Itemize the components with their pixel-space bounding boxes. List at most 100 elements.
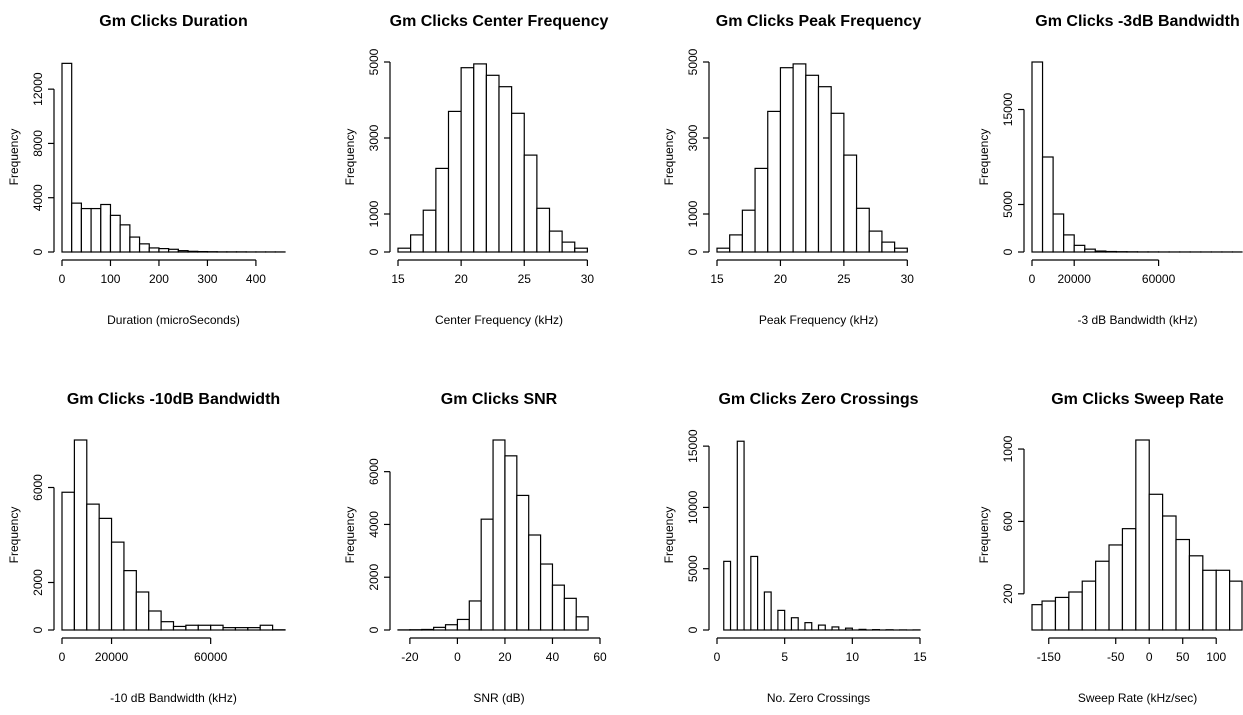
- histogram-bar: [741, 209, 756, 253]
- x-tick-label: 300: [197, 272, 217, 286]
- y-tick-label: 4000: [31, 184, 45, 211]
- x-axis-label: No. Zero Crossings: [767, 691, 870, 705]
- chart-title: Gm Clicks -3dB Bandwidth: [1035, 13, 1239, 30]
- x-axis-label: Sweep Rate (kHz/sec): [1078, 691, 1197, 705]
- chart-panel-8: Gm Clicks Sweep Rate -150 -50 0 50 100 200 600 1…: [977, 391, 1243, 705]
- x-tick-label: 60000: [194, 650, 228, 664]
- histogram-bar: [729, 234, 743, 253]
- y-tick-label: 600: [1001, 511, 1015, 531]
- histogram-bar: [1041, 600, 1057, 631]
- y-tick-label: 1000: [367, 200, 381, 227]
- x-tick-label: 25: [518, 272, 532, 286]
- histogram-bar: [468, 600, 482, 631]
- histogram-bar: [574, 247, 588, 253]
- chart-title: Gm Clicks Duration: [99, 13, 247, 30]
- histogram-bar: [1054, 596, 1070, 631]
- y-tick-label: 0: [31, 248, 45, 255]
- histogram-bar: [817, 624, 826, 631]
- x-tick-label: 15: [913, 650, 927, 664]
- x-tick-label: 30: [901, 272, 915, 286]
- histogram-bar: [723, 560, 732, 631]
- y-tick-label: 8000: [31, 130, 45, 157]
- y-tick-label: 1000: [686, 200, 700, 227]
- histogram-bar: [172, 625, 187, 631]
- histogram-bar: [881, 241, 896, 253]
- y-axis-label: Frequency: [7, 129, 21, 186]
- y-tick-label: 5000: [367, 48, 381, 75]
- histogram-bar: [90, 207, 102, 253]
- x-tick-label: 0: [1029, 272, 1036, 286]
- histogram-bar: [129, 236, 141, 253]
- histogram-bar: [158, 248, 170, 253]
- histogram-bar: [222, 627, 237, 631]
- x-tick-label: 30: [581, 272, 595, 286]
- histogram-bar: [433, 626, 447, 631]
- x-tick-label: 0: [714, 650, 721, 664]
- chart-title: Gm Clicks SNR: [441, 391, 558, 408]
- histogram-bar: [160, 621, 175, 631]
- histogram-bar: [843, 154, 858, 253]
- x-tick-label: 20: [454, 272, 468, 286]
- histogram-bar: [485, 74, 500, 253]
- histogram-bar: [511, 112, 525, 253]
- histogram-bar: [473, 63, 487, 253]
- histogram-bar: [894, 247, 908, 253]
- chart-title: Gm Clicks -10dB Bandwidth: [67, 391, 280, 408]
- chart-panel-3: Gm Clicks Peak Frequency 15 20 25 30 0 1000 300…: [662, 13, 921, 327]
- y-tick-label: 0: [367, 248, 381, 255]
- histogram-bar: [1148, 493, 1164, 631]
- histogram-bar: [492, 439, 506, 631]
- histogram-bar: [804, 622, 813, 631]
- y-tick-label: 15000: [686, 429, 700, 463]
- histogram-bar: [1175, 538, 1191, 631]
- x-tick-label: 15: [391, 272, 405, 286]
- histogram-bar: [480, 518, 494, 631]
- y-axis-label: Frequency: [7, 507, 21, 564]
- histogram-bar: [868, 230, 883, 253]
- y-tick-label: 5000: [686, 48, 700, 75]
- y-tick-label: 200: [1001, 583, 1015, 603]
- x-tick-label: 5: [781, 650, 788, 664]
- histogram-bar: [563, 597, 577, 631]
- histogram-bar: [504, 455, 518, 631]
- histogram-bar: [858, 628, 867, 631]
- y-tick-label: 6000: [367, 458, 381, 485]
- x-tick-label: 20000: [1058, 272, 1092, 286]
- y-tick-label: 5000: [1001, 191, 1015, 218]
- histogram-bar: [444, 624, 459, 631]
- y-tick-label: 2000: [31, 569, 45, 596]
- histogram-bar: [421, 628, 435, 631]
- x-tick-label: 0: [59, 650, 66, 664]
- y-axis-label: Frequency: [662, 129, 676, 186]
- histogram-bar: [763, 591, 772, 631]
- histogram-bar: [1031, 61, 1044, 253]
- x-tick-label: 60000: [1142, 272, 1176, 286]
- y-axis-label: Frequency: [343, 129, 357, 186]
- histogram-bar: [1202, 569, 1217, 631]
- x-tick-label: 100: [100, 272, 120, 286]
- histogram-bar: [1041, 156, 1054, 253]
- histogram-bar: [1031, 604, 1043, 631]
- histogram-bar: [422, 209, 437, 253]
- histogram-bar: [135, 591, 150, 631]
- x-tick-label: 0: [1146, 650, 1153, 664]
- histogram-bar: [777, 609, 786, 631]
- histogram-bar: [100, 203, 112, 253]
- histogram-bar: [397, 247, 412, 253]
- histogram-bar: [234, 627, 249, 631]
- histogram-bar: [259, 624, 274, 631]
- x-tick-label: 15: [710, 272, 724, 286]
- histogram-bar: [792, 63, 807, 253]
- y-tick-label: 10000: [686, 490, 700, 524]
- histogram-bar: [1094, 250, 1107, 253]
- histogram-bar: [516, 494, 530, 631]
- x-tick-label: -150: [1037, 650, 1061, 664]
- y-tick-label: 4000: [367, 511, 381, 538]
- histogram-bar: [1068, 591, 1083, 631]
- histogram-bar: [831, 626, 840, 631]
- histogram-bar: [548, 230, 563, 253]
- x-tick-label: 200: [149, 272, 169, 286]
- histogram-bar: [1135, 439, 1150, 631]
- histogram-bar: [844, 627, 853, 631]
